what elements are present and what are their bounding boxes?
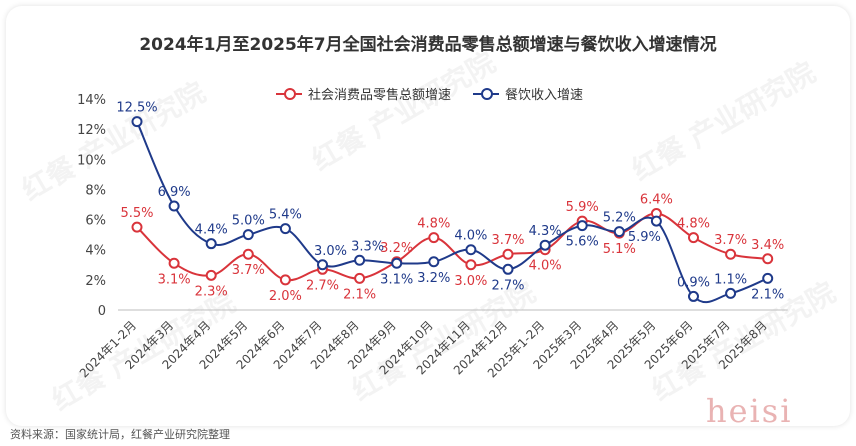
data-label-catering: 5.9% [628, 230, 661, 245]
data-point-retail [205, 269, 217, 281]
y-tick-label: 14% [77, 93, 106, 108]
data-label-retail: 3.7% [714, 233, 747, 248]
data-point-retail [725, 248, 737, 260]
data-label-catering: 0.9% [677, 275, 710, 290]
data-point-catering [391, 257, 403, 269]
data-label-retail: 2.0% [269, 289, 302, 304]
chart-legend: 社会消费品零售总额增速 餐饮收入增速 [276, 84, 605, 103]
data-label-retail: 2.1% [343, 287, 376, 302]
x-tick-label: 2024年1-2月 [77, 318, 139, 380]
data-label-catering: 2.7% [491, 278, 524, 293]
data-point-catering [131, 116, 143, 128]
data-label-retail: 3.2% [380, 241, 413, 256]
chart-title: 2024年1月至2025年7月全国社会消费品零售总额增速与餐饮收入增速情况 [139, 35, 717, 55]
data-label-retail: 3.4% [751, 238, 784, 253]
data-label-retail: 3.0% [454, 274, 487, 289]
data-point-retail [465, 259, 477, 271]
data-label-catering: 4.4% [195, 223, 228, 238]
y-tick-label: 0 [98, 304, 106, 319]
data-point-retail [762, 253, 774, 265]
data-label-catering: 5.4% [269, 208, 302, 223]
data-label-retail: 6.4% [640, 193, 673, 208]
series-line-catering [136, 121, 769, 304]
y-tick-label: 10% [77, 153, 106, 168]
legend-label-retail: 社会消费品零售总额增速 [308, 88, 452, 103]
data-label-retail: 3.7% [491, 233, 524, 248]
data-point-retail [502, 248, 514, 260]
data-point-catering [168, 200, 180, 212]
data-label-retail: 3.7% [232, 263, 265, 278]
data-point-retail [242, 248, 254, 260]
data-label-catering: 2.1% [751, 287, 784, 302]
data-point-retail [279, 274, 291, 286]
data-label-retail: 2.7% [306, 278, 339, 293]
data-label-catering: 5.2% [603, 211, 636, 226]
data-point-catering [650, 215, 662, 227]
data-point-retail [428, 232, 440, 244]
data-label-catering: 4.0% [454, 229, 487, 244]
data-point-catering [205, 238, 217, 250]
data-point-catering [725, 287, 737, 299]
data-label-retail: 2.3% [195, 284, 228, 299]
data-label-catering: 12.5% [116, 101, 157, 116]
y-tick-label: 6% [85, 214, 106, 229]
data-label-catering: 3.1% [380, 272, 413, 287]
data-label-retail: 5.9% [566, 200, 599, 215]
data-label-catering: 3.0% [314, 244, 347, 259]
data-label-catering: 1.1% [714, 272, 747, 287]
y-tick-label: 4% [85, 244, 106, 259]
data-point-catering [576, 220, 588, 232]
data-point-catering [354, 254, 366, 266]
data-point-catering [688, 290, 699, 302]
data-point-catering [539, 239, 551, 251]
data-point-retail [688, 232, 699, 244]
legend-item-catering: 餐饮收入增速 [473, 84, 583, 103]
data-label-catering: 3.2% [417, 271, 450, 286]
y-tick-label: 8% [85, 183, 106, 198]
data-point-catering [465, 244, 477, 256]
data-label-catering: 4.3% [529, 224, 562, 239]
data-point-catering [242, 229, 254, 241]
data-point-retail [168, 257, 180, 269]
legend-swatch-catering [473, 87, 500, 100]
y-tick-label: 2% [85, 274, 106, 289]
data-point-catering [502, 263, 514, 275]
data-point-catering [762, 272, 774, 284]
data-point-retail [131, 221, 143, 233]
data-point-retail [354, 272, 366, 284]
chart-card [6, 6, 850, 426]
data-label-retail: 4.8% [417, 217, 450, 232]
data-label-retail: 3.1% [158, 272, 191, 287]
data-label-retail: 4.8% [677, 217, 710, 232]
source-note: 资料来源：国家统计局，红餐产业研究院整理 [10, 428, 230, 441]
data-point-catering [279, 223, 291, 235]
data-point-catering [428, 256, 440, 268]
data-label-catering: 5.0% [232, 214, 265, 229]
data-point-catering [317, 259, 328, 271]
y-tick-label: 12% [77, 123, 106, 138]
legend-item-retail: 社会消费品零售总额增速 [276, 84, 451, 103]
data-label-catering: 6.9% [158, 185, 191, 200]
watermark-text: heisi [706, 392, 793, 430]
legend-swatch-retail [276, 87, 302, 100]
legend-label-catering: 餐饮收入增速 [505, 88, 584, 103]
data-label-retail: 4.0% [529, 259, 562, 274]
data-label-retail: 5.5% [120, 206, 153, 221]
data-label-catering: 5.6% [566, 235, 599, 250]
data-point-catering [613, 226, 625, 238]
data-label-catering: 3.3% [351, 239, 384, 254]
data-label-retail: 5.1% [603, 242, 636, 257]
